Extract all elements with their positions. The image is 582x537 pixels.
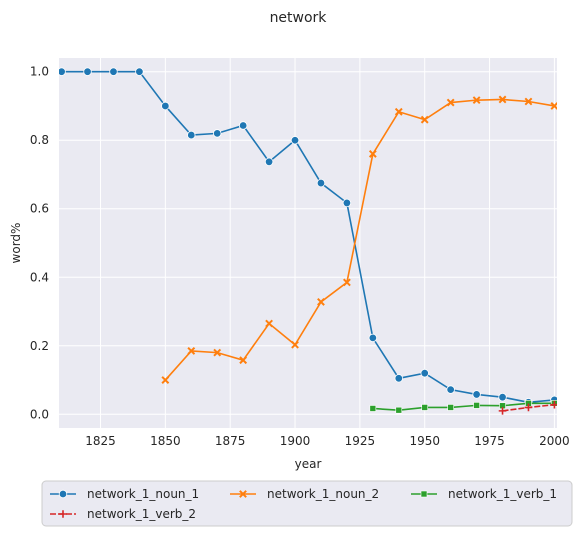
data-point xyxy=(161,101,170,111)
data-point xyxy=(59,67,66,76)
x-tick-label: 1950 xyxy=(409,434,440,448)
series-network_1_noun_2 xyxy=(161,95,557,384)
data-point xyxy=(395,406,403,414)
data-point xyxy=(498,407,507,415)
legend-entry: network_1_noun_2 xyxy=(230,487,379,501)
x-tick-label: 1825 xyxy=(85,434,116,448)
data-point xyxy=(447,404,454,411)
data-point xyxy=(421,404,429,411)
legend-label: network_1_verb_1 xyxy=(448,487,557,501)
plot-area xyxy=(59,58,557,428)
legend-entry: network_1_noun_1 xyxy=(50,487,199,501)
x-tick-label: 1925 xyxy=(345,434,376,448)
data-point xyxy=(446,385,455,394)
y-tick-label: 1.0 xyxy=(30,65,49,79)
data-point xyxy=(83,67,92,76)
y-axis-ticks: 0.0 0.2 0.4 0.6 0.8 1.0 xyxy=(30,65,49,422)
y-tick-label: 0.4 xyxy=(30,270,49,284)
y-tick-label: 0.0 xyxy=(30,407,49,421)
data-point xyxy=(498,392,507,402)
y-tick-label: 0.6 xyxy=(30,202,49,216)
data-point xyxy=(213,348,222,357)
data-point xyxy=(239,356,248,365)
x-tick-label: 1850 xyxy=(150,434,181,448)
data-point xyxy=(317,298,325,306)
data-point xyxy=(446,98,455,107)
data-point xyxy=(550,400,557,409)
legend-marker xyxy=(58,489,68,499)
legend-marker xyxy=(239,490,247,498)
series-layer xyxy=(59,67,557,415)
x-tick-label: 1875 xyxy=(215,434,246,448)
legend: network_1_noun_1 network_1_noun_2 network_… xyxy=(41,480,573,527)
data-point xyxy=(524,97,533,106)
x-axis-label: year xyxy=(295,457,322,471)
legend-box xyxy=(41,480,573,527)
x-tick-label: 1900 xyxy=(280,434,311,448)
data-point xyxy=(265,319,274,328)
chart-title: network xyxy=(270,10,328,26)
data-point xyxy=(420,115,429,124)
data-point xyxy=(342,278,351,287)
data-point xyxy=(420,368,429,378)
x-axis-ticks: 1825 1850 1875 1900 1925 1950 1975 2000 xyxy=(85,434,569,448)
series-line xyxy=(164,98,555,381)
data-point xyxy=(368,333,378,343)
y-tick-label: 0.8 xyxy=(30,133,49,147)
legend-marker xyxy=(420,490,428,498)
series-network_1_verb_2 xyxy=(498,400,557,415)
data-point xyxy=(473,402,480,409)
data-point xyxy=(316,178,326,188)
data-point xyxy=(290,136,300,145)
data-point xyxy=(369,405,377,412)
data-point xyxy=(291,340,299,349)
data-point xyxy=(550,102,557,110)
data-point xyxy=(264,157,274,167)
data-point xyxy=(342,198,352,208)
legend-entry: network_1_verb_2 xyxy=(50,507,196,521)
legend-label: network_1_noun_1 xyxy=(87,487,199,501)
series-line xyxy=(372,402,555,411)
data-point xyxy=(213,129,222,138)
data-point xyxy=(109,67,118,76)
data-point xyxy=(187,130,196,140)
data-point xyxy=(498,95,507,104)
y-tick-label: 0.2 xyxy=(30,339,49,353)
data-point xyxy=(161,376,170,384)
legend-label: network_1_noun_2 xyxy=(267,487,379,501)
data-point xyxy=(135,67,144,76)
legend-entry: network_1_verb_1 xyxy=(411,487,557,501)
data-point xyxy=(394,374,403,383)
data-point xyxy=(368,150,377,158)
series-line xyxy=(61,70,555,404)
data-point xyxy=(472,390,481,399)
data-point xyxy=(238,121,248,130)
x-tick-label: 1975 xyxy=(474,434,505,448)
data-point xyxy=(394,107,403,116)
data-point xyxy=(524,403,533,412)
y-axis-label: word% xyxy=(9,223,23,264)
legend-label: network_1_verb_2 xyxy=(87,507,196,521)
data-point xyxy=(187,347,196,355)
x-tick-label: 2000 xyxy=(539,434,570,448)
series-network_1_verb_1 xyxy=(369,400,557,414)
data-point xyxy=(472,96,481,105)
legend-marker xyxy=(59,510,67,518)
